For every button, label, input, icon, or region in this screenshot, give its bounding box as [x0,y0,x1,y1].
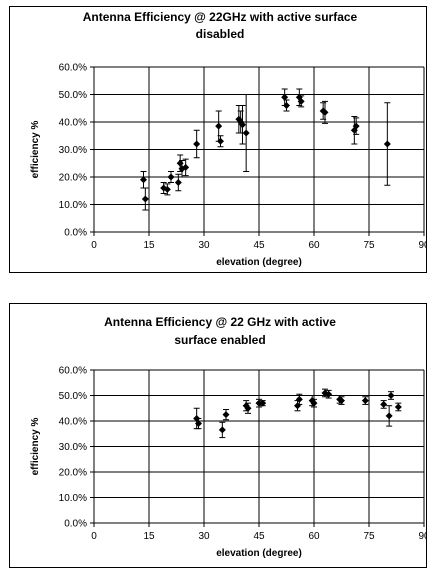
y-tick-label: 0.0% [64,228,87,239]
y-tick-label: 10.0% [59,200,87,211]
data-point-marker [321,108,329,116]
data-point-marker [295,395,303,403]
data-point-marker [255,399,263,407]
data-point-marker [217,137,224,145]
data-point-marker [383,140,391,148]
x-tick-label: 0 [91,531,97,542]
data-point-marker [387,392,395,399]
x-tick-label: 60 [308,531,320,542]
chart-svg-disabled: Antenna Efficiency @ 22GHz with active s… [30,10,426,268]
data-point-marker [215,122,223,130]
data-point-marker [352,122,360,130]
x-tick-label: 75 [363,240,375,251]
data-point-marker [385,412,393,420]
chart-title-line: disabled [196,27,245,41]
y-tick-label: 60.0% [59,63,87,74]
data-point-marker [338,397,345,405]
y-axis-title: efficiency % [30,120,41,178]
data-point-marker [218,426,226,434]
data-point-marker [380,400,388,408]
x-tick-label: 90 [418,240,426,251]
x-tick-label: 90 [418,531,426,542]
data-point-marker [310,399,318,407]
y-tick-label: 10.0% [59,493,87,504]
data-point-marker [195,420,202,428]
x-tick-label: 75 [363,531,375,542]
data-point-marker [259,399,267,407]
y-tick-label: 20.0% [59,468,87,479]
y-tick-label: 50.0% [59,90,87,101]
data-point-marker [321,389,329,397]
x-tick-label: 30 [198,240,210,251]
data-point-marker [193,140,201,148]
x-tick-label: 15 [143,531,155,542]
data-point-marker [222,411,230,419]
data-point-marker [239,121,246,129]
data-point-marker [281,93,289,101]
chart-title-line: Antenna Efficiency @ 22GHz with active s… [83,10,358,24]
x-tick-label: 15 [143,240,155,251]
y-tick-label: 30.0% [59,442,87,453]
x-tick-label: 45 [253,240,265,251]
x-tick-label: 45 [253,531,265,542]
x-axis-title: elevation (degree) [216,548,302,559]
chart-panel-enabled: Antenna Efficiency @ 22 GHz with active s… [9,303,427,568]
y-tick-label: 60.0% [59,366,87,377]
data-point-marker [141,195,149,203]
chart-svg-enabled: Antenna Efficiency @ 22 GHz with active s… [30,315,426,559]
y-axis-title: efficiency % [30,417,41,475]
x-tick-label: 0 [91,240,97,251]
data-point-marker [394,403,402,411]
data-point-marker [140,176,147,184]
x-axis-title: elevation (degree) [216,257,302,268]
data-point-marker [163,185,171,193]
data-point-marker [361,397,369,405]
data-point-marker [297,97,305,105]
data-point-marker [167,173,175,181]
x-tick-label: 60 [308,240,320,251]
data-point-marker [244,404,252,412]
y-tick-label: 30.0% [59,145,87,156]
data-point-marker [325,390,333,398]
data-point-marker [294,402,301,410]
y-tick-label: 0.0% [64,519,87,530]
x-tick-label: 30 [198,531,210,542]
y-tick-label: 40.0% [59,118,87,129]
data-point-marker [242,129,250,137]
chart-title-line: Antenna Efficiency @ 22 GHz with active [104,315,336,329]
chart-panel-disabled: Antenna Efficiency @ 22GHz with active s… [9,6,427,273]
y-tick-label: 20.0% [59,173,87,184]
data-point-marker [182,163,190,171]
data-point-marker [283,102,290,109]
y-tick-label: 40.0% [59,417,87,428]
chart-title-line: surface enabled [174,333,265,347]
y-tick-label: 50.0% [59,391,87,402]
data-point-marker [174,179,182,186]
